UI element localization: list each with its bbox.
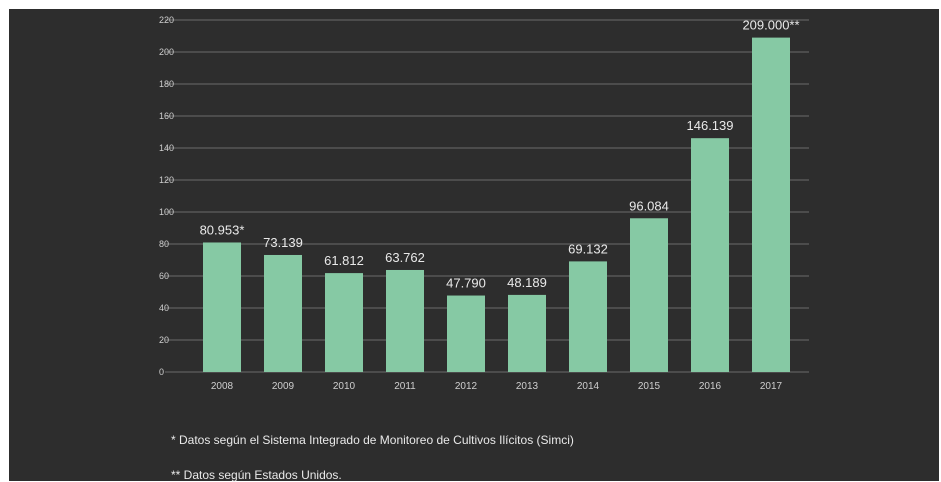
data-label: 80.953* — [200, 222, 245, 237]
x-tick-label: 2011 — [394, 381, 416, 392]
data-label: 96.084 — [629, 198, 669, 213]
x-tick-label: 2008 — [211, 381, 234, 392]
bar-2015 — [630, 218, 668, 372]
bar-2008 — [203, 242, 241, 372]
y-tick-label: 20 — [159, 335, 169, 345]
x-tick-label: 2013 — [516, 381, 539, 392]
y-tick-label: 100 — [159, 207, 174, 217]
y-tick-label: 120 — [159, 175, 174, 185]
y-tick-label: 140 — [159, 143, 174, 153]
bar-2016 — [691, 138, 729, 372]
bar-chart: 0 20 40 60 80 100 120 140 160 180 200 220 80.953* 200… — [159, 15, 809, 392]
y-tick-label: 200 — [159, 47, 174, 57]
bar-2009 — [264, 254, 302, 372]
data-label: 63.762 — [385, 250, 425, 265]
y-tick-label: 60 — [159, 271, 169, 281]
bar-2011 — [386, 269, 424, 372]
data-label: 69.132 — [568, 241, 608, 256]
data-label: 48.189 — [507, 275, 547, 290]
x-tick-label: 2010 — [333, 381, 356, 392]
y-tick-label: 40 — [159, 303, 169, 313]
x-tick-label: 2009 — [272, 381, 295, 392]
bar-2012 — [447, 295, 485, 372]
footnote-simci: * Datos según el Sistema Integrado de Mo… — [171, 433, 574, 447]
bar-2014 — [569, 261, 607, 372]
chart-panel: 0 20 40 60 80 100 120 140 160 180 200 220 80.953* 200… — [9, 9, 939, 482]
bar-2013 — [508, 294, 546, 372]
y-tick-label: 80 — [159, 239, 169, 249]
x-tick-label: 2012 — [455, 381, 478, 392]
x-tick-label: 2017 — [760, 381, 783, 392]
x-tick-label: 2014 — [577, 381, 600, 392]
footnote-estados-unidos: ** Datos según Estados Unidos. — [171, 468, 342, 482]
bar-2010 — [325, 273, 363, 372]
y-tick-label: 160 — [159, 111, 174, 121]
data-label: 209.000** — [742, 18, 799, 33]
bar-2017 — [752, 37, 790, 372]
x-tick-label: 2015 — [638, 381, 661, 392]
data-label: 61.812 — [324, 253, 364, 268]
data-label: 146.139 — [687, 118, 734, 133]
y-tick-label: 180 — [159, 79, 174, 89]
data-label: 47.790 — [446, 276, 486, 291]
data-label: 73.139 — [263, 235, 303, 250]
y-tick-label: 220 — [159, 15, 174, 25]
x-tick-label: 2016 — [699, 381, 722, 392]
y-tick-label: 0 — [159, 367, 164, 377]
